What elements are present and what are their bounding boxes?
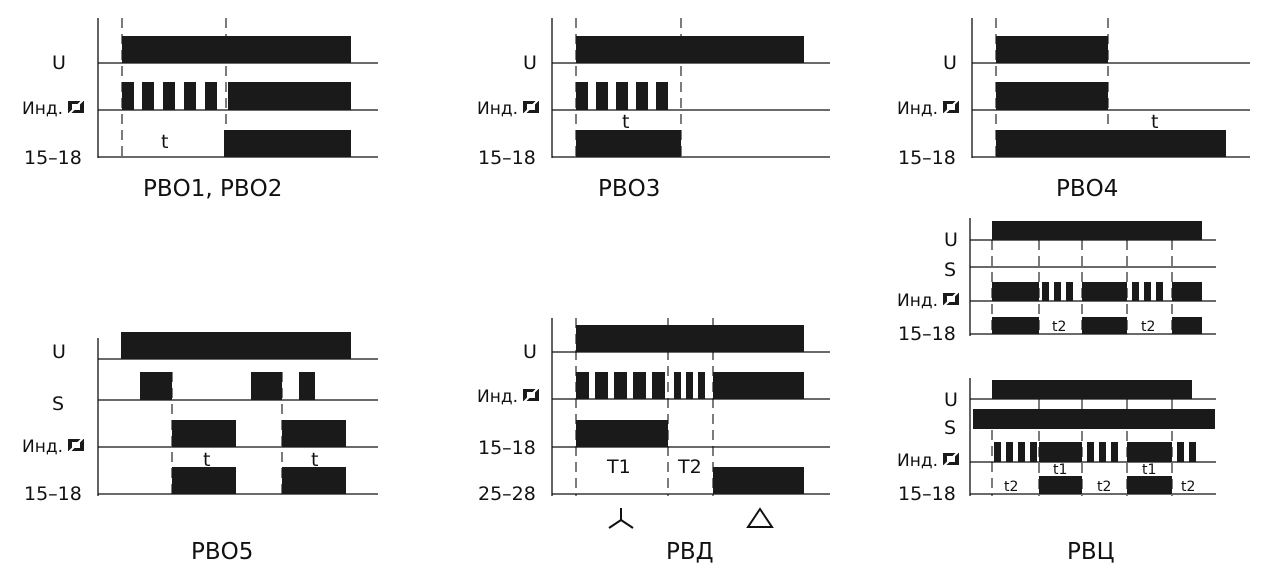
u-bar	[121, 332, 351, 359]
t-label: t	[203, 449, 210, 471]
ind-steady-bar	[713, 372, 804, 399]
t1-label: t1	[1096, 303, 1110, 319]
T2-label: T2	[677, 456, 702, 478]
ind-label: Инд.	[477, 99, 518, 119]
output-label: 15–18	[478, 147, 536, 169]
u-label: U	[52, 341, 66, 363]
star-connection-icon	[608, 508, 634, 529]
output-label: 15–18	[478, 437, 536, 459]
panel-rvo5: U S Инд. 15–18 t t РВО5	[22, 332, 378, 565]
s-label: S	[52, 393, 64, 415]
ind-bar	[282, 420, 346, 447]
output2-label: 25–28	[478, 483, 536, 505]
output-label: 15–18	[898, 483, 956, 505]
output-bar	[224, 130, 351, 157]
relay-icon	[67, 437, 85, 453]
caption-rvo4: РВО4	[1056, 176, 1118, 202]
panel-rvo4: U Инд. 15–18 t РВО4	[897, 18, 1250, 202]
t1-label: t1	[1006, 303, 1020, 319]
output-label: 15–18	[898, 147, 956, 169]
s-label: S	[944, 259, 956, 281]
output-bar	[996, 130, 1226, 157]
ind-bar	[172, 420, 236, 447]
output-label: 15–18	[898, 323, 956, 345]
u-bar	[576, 325, 804, 352]
t2-label: t2	[1004, 479, 1018, 495]
ind-steady-bar	[228, 82, 351, 110]
t2-label: t2	[1052, 319, 1066, 335]
u-bar	[576, 36, 804, 63]
output-bar	[172, 467, 236, 494]
ind-label: Инд.	[22, 99, 63, 119]
caption-rvo3: РВО3	[598, 176, 660, 202]
delta-connection-icon	[746, 507, 774, 528]
caption-rvd: РВД	[666, 539, 714, 565]
panel-rvo1-rvo2: U Инд. 15–18 t РВО1, РВО2	[22, 18, 378, 202]
output-bar	[576, 130, 681, 157]
caption-rvc: РВЦ	[1067, 539, 1115, 565]
panel-rvc-upper: U S Инд. 15–18 t1 t2 t1 t2 t1	[897, 218, 1216, 345]
t-label: t	[161, 131, 168, 153]
output-label: 15–18	[24, 483, 82, 505]
relay-icon	[67, 99, 85, 115]
u-bar	[996, 36, 1108, 63]
u-label: U	[523, 341, 537, 363]
u-label: U	[523, 52, 537, 74]
t1-label: t1	[1142, 462, 1156, 478]
panel-rvo3: U Инд. 15–18 t РВО3	[477, 18, 830, 202]
t2-label: t2	[1097, 479, 1111, 495]
output-bar	[282, 467, 346, 494]
u-label: U	[52, 52, 66, 74]
u-bar	[992, 221, 1202, 240]
output2-bar	[713, 467, 804, 494]
s-label: S	[944, 417, 956, 439]
t-label: t	[1151, 111, 1158, 133]
T1-label: T1	[606, 456, 631, 478]
relay-icon	[942, 291, 960, 307]
s-pulse	[299, 372, 315, 400]
ind-label: Инд.	[897, 291, 938, 311]
ind-bar	[996, 82, 1108, 110]
relay-icon	[522, 387, 540, 403]
t1-label: t1	[1053, 462, 1067, 478]
t-label: t	[311, 449, 318, 471]
ind-label: Инд.	[897, 451, 938, 471]
ind-label: Инд.	[897, 99, 938, 119]
s-pulse	[251, 372, 282, 400]
caption-rvo12: РВО1, РВО2	[143, 176, 282, 202]
caption-rvo5: РВО5	[191, 539, 253, 565]
s-bar	[973, 409, 1215, 429]
ind-label: Инд.	[22, 437, 63, 457]
relay-icon	[942, 451, 960, 467]
relay-icon	[942, 99, 960, 115]
s-pulse	[140, 372, 172, 400]
t2-label: t2	[1181, 479, 1195, 495]
output-label: 15–18	[24, 147, 82, 169]
u-label: U	[944, 389, 958, 411]
ind-label: Инд.	[477, 387, 518, 407]
panel-rvd: U Инд. 15–18 25–28 T1 T2 РВД	[477, 318, 830, 565]
u-bar	[122, 36, 351, 63]
panel-rvc-lower: U S Инд. 15–18 t1 t1 t2 t2 t2 РВЦ	[897, 378, 1216, 565]
t-label: t	[622, 111, 629, 133]
u-label: U	[944, 229, 958, 251]
t2-label: t2	[1141, 319, 1155, 335]
u-bar	[992, 380, 1192, 399]
t1-label: t1	[1180, 303, 1194, 319]
output-bar	[576, 420, 668, 447]
u-label: U	[943, 52, 957, 74]
relay-icon	[522, 99, 540, 115]
